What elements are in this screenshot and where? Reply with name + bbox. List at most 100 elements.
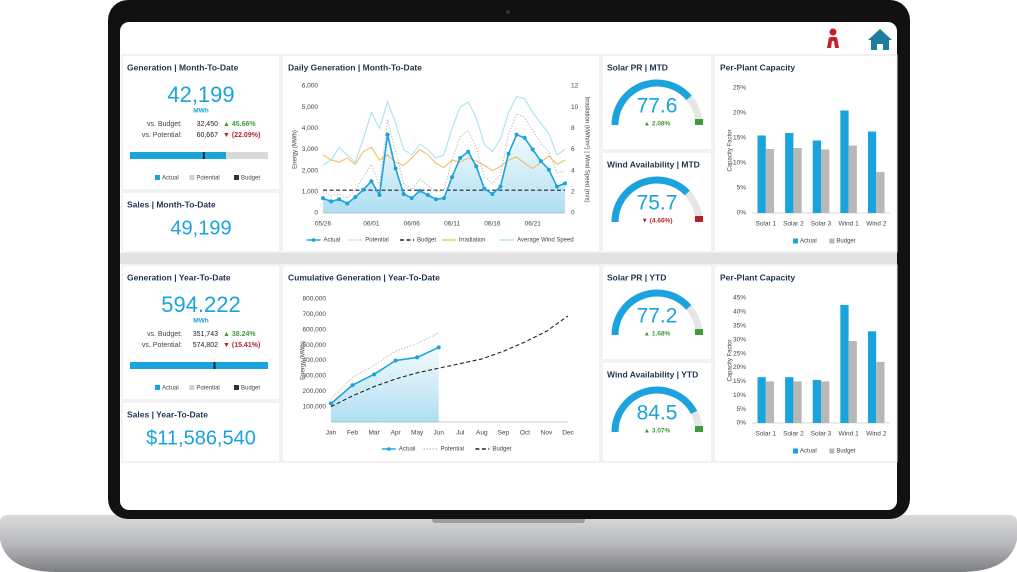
kpi-row-value: 32,450 [197,121,219,128]
x-tick-label: Apr [391,430,402,437]
bar [765,381,775,423]
series-marker [350,383,355,388]
series-marker [436,345,441,350]
y2-axis-title: Irradiation (kWh/m²) | Wind Speed (m/s) [583,97,589,203]
gauge-status [695,119,703,125]
series-marker [554,184,559,189]
x-tick-label: Wind 1 [838,221,859,228]
bar [821,381,830,423]
kpi-row-label: vs. Potential: [142,132,182,139]
y-tick-label: 15% [733,378,746,385]
series-marker [409,196,414,201]
x-tick-label: Solar 3 [811,431,832,438]
bar [793,148,802,213]
kpi-title: Sales | Month-To-Date [127,199,216,209]
x-tick-label: Wind 2 [866,431,887,438]
bar [785,133,794,213]
y-axis-title: Capacity Factor [728,129,734,171]
bar [867,131,877,213]
y2-tick-label: 2 [571,189,575,196]
x-tick-label: Sep [498,430,510,437]
y2-tick-label: 4 [571,167,575,174]
legend-label: Budget [492,447,511,453]
user-icon[interactable] [827,28,839,49]
legend-marker [387,447,391,451]
kpi-row-value: 351,743 [193,331,218,338]
kpi-title: Generation | Year-To-Date [127,272,231,282]
series-marker [415,355,420,360]
bar [785,377,794,423]
x-tick-label: Solar 3 [811,221,832,228]
legend-label: Potential [196,386,219,392]
legend-label: Actual [800,239,817,245]
gauge-title: Solar PR | MTD [607,62,668,72]
legend-swatch [189,385,195,390]
kpi-row-value: 574,802 [193,342,218,349]
x-tick-label: 06/16 [484,221,501,228]
x-tick-label: Oct [520,430,530,437]
legend-label: Potential [196,176,219,182]
y-tick-label: 0% [737,420,747,427]
camera [506,10,510,14]
home-icon[interactable] [868,29,892,50]
series-marker [377,193,382,198]
x-tick-label: Aug [476,430,488,437]
panel [713,264,898,463]
gauge-change: ▲ 3.07% [644,428,671,435]
bar [765,149,775,213]
y-tick-label: 300,000 [303,373,327,380]
series-marker [506,151,511,156]
gauge-arc [611,79,692,126]
series-marker [369,179,374,184]
gauge-status [695,216,703,222]
series-marker [401,191,406,196]
y-tick-label: 400,000 [303,357,327,364]
y-tick-label: 6,000 [302,83,319,90]
series-marker [442,196,446,201]
series-marker [417,188,422,193]
y-axis-title: Energy (MWh) [301,341,307,380]
y-axis-title: Energy (MWh) [293,130,299,169]
kpi-value: 594.222 [161,292,241,317]
y-tick-label: 45% [733,295,746,302]
series-marker [337,197,342,202]
y-tick-label: 200,000 [303,388,327,395]
kpi-unit: MWh [193,318,209,325]
kpi-row-value: 60,667 [197,132,219,139]
y-tick-label: 600,000 [303,326,327,333]
legend-label: Budget [241,176,260,182]
series-marker [372,372,377,377]
bar [757,135,766,213]
y-tick-label: 20% [733,110,746,117]
series-line [330,315,569,408]
kpi-row-change: ▲ 45.66% [223,121,256,128]
series-marker [329,199,334,204]
bar [757,377,766,423]
kpi-title: Sales | Year-To-Date [127,409,208,419]
series-marker [361,187,366,192]
x-tick-label: Solar 1 [755,431,776,438]
kpi-value: $11,586,540 [146,427,256,449]
series-line [330,346,440,405]
kpi-title: Generation | Month-To-Date [127,62,239,72]
progress-actual [130,152,226,159]
gauge-value: 77.2 [637,305,678,328]
gauge-arc [611,289,692,336]
series-marker [563,181,567,186]
y2-tick-label: 8 [571,125,575,132]
y-tick-label: 700,000 [303,311,327,318]
panel [281,54,601,253]
series-line [322,95,566,166]
x-tick-label: 05/26 [315,221,332,228]
gauge-status [695,426,703,432]
legend-swatch [155,385,160,390]
y-tick-label: 25% [733,85,746,92]
gauge-arc [611,176,690,223]
y-tick-label: 30% [733,336,746,343]
legend-swatch [234,175,239,180]
y-tick-label: 800,000 [303,296,327,303]
gauge-title: Wind Availability | MTD [607,159,700,169]
kpi-row-change: ▼ (22.09%) [223,132,260,139]
legend-label: Budget [417,238,436,244]
